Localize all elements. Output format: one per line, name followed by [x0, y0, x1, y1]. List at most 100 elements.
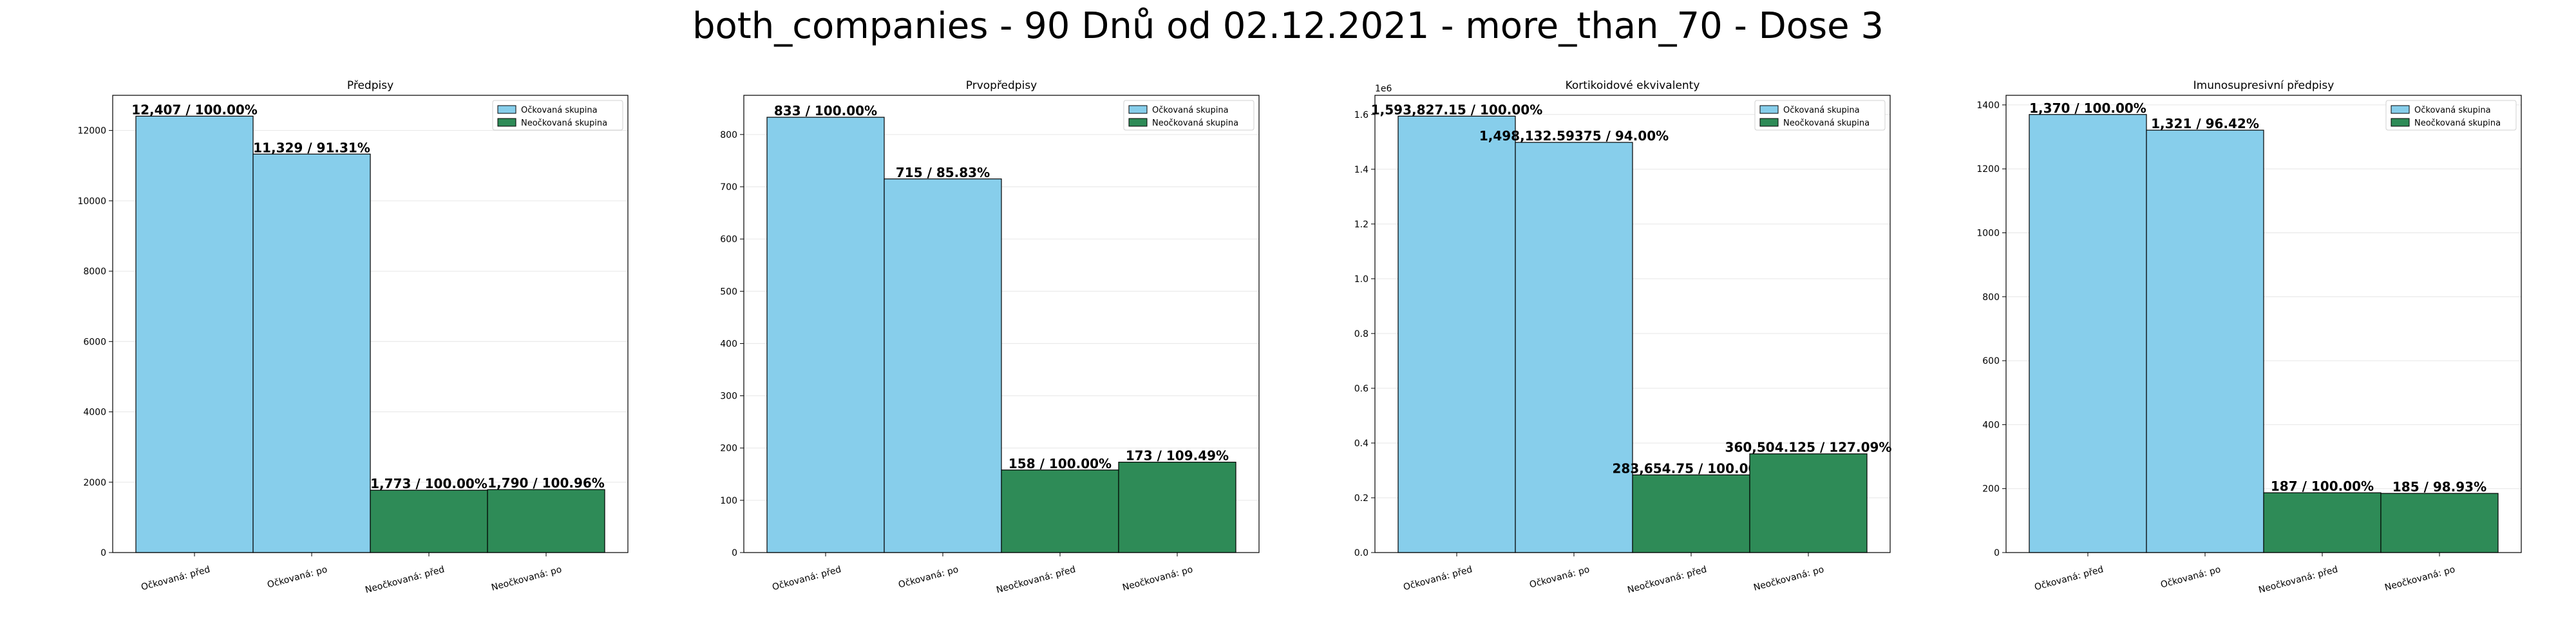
- y-tick-label: 200: [1982, 484, 2000, 495]
- bar: [1001, 469, 1119, 553]
- bar: [2263, 492, 2382, 553]
- bar-value-label: 833 / 100.00%: [774, 103, 877, 118]
- y-tick-label: 200: [720, 444, 737, 454]
- y-tick-label: 0.2: [1354, 493, 1368, 504]
- y-tick-label: 1400: [1976, 100, 2000, 111]
- y-tick-label: 2000: [83, 478, 106, 488]
- y-tick-label: 400: [1982, 420, 2000, 430]
- y-tick-label: 400: [720, 339, 737, 349]
- bar: [2146, 129, 2264, 553]
- y-tick-label: 12000: [77, 126, 106, 137]
- x-tick-label: Neočkovaná: před: [2257, 564, 2339, 595]
- y-tick-label: 10000: [77, 196, 106, 207]
- y-tick-label: 0.4: [1354, 439, 1368, 449]
- bar: [1515, 142, 1633, 553]
- y-tick-label: 800: [720, 130, 737, 140]
- bar-value-label: 1,498,132.59375 / 94.00%: [1479, 128, 1669, 144]
- y-tick-label: 0: [732, 548, 737, 558]
- legend-label: Neočkovaná skupina: [1783, 118, 1870, 128]
- bar: [252, 153, 371, 553]
- axes-frame: [112, 95, 629, 553]
- y-tick-label: 0.0: [1354, 548, 1368, 558]
- bar-value-label: 173 / 109.49%: [1126, 448, 1229, 464]
- bar-value-label: 1,593,827.15 / 100.00%: [1371, 102, 1542, 117]
- bar-value-label: 1,370 / 100.00%: [2029, 100, 2146, 116]
- legend-box: [2385, 100, 2517, 131]
- y-tick-label: 4000: [83, 408, 106, 418]
- x-tick-label: Očkovaná: před: [1402, 564, 1473, 592]
- x-tick-label: Neočkovaná: po: [1121, 564, 1194, 593]
- legend-swatch: [497, 118, 516, 127]
- chart-title: Kortikoidové ekvivalenty: [1566, 79, 1700, 92]
- y-tick-label: 8000: [83, 267, 106, 277]
- y-tick-label: 500: [720, 287, 737, 297]
- bar: [1397, 115, 1516, 553]
- bar-value-label: 1,790 / 100.96%: [488, 475, 605, 491]
- x-tick-label: Neočkovaná: po: [490, 564, 563, 593]
- bar: [2029, 114, 2147, 553]
- y-tick-label: 1000: [1976, 228, 2000, 238]
- y-tick-label: 0: [1994, 548, 2000, 558]
- y-tick-label: 600: [720, 234, 737, 245]
- legend-box: [1123, 100, 1255, 131]
- y-tick-label: 100: [720, 496, 737, 506]
- legend-label: Neočkovaná skupina: [1152, 118, 1238, 128]
- legend-swatch: [1759, 118, 1779, 127]
- chart-predpisy: Předpisy 0 2000 4000 6000 8000 10000 12000 12,40…: [77, 79, 629, 596]
- x-tick-label: Neočkovaná: před: [1626, 564, 1708, 595]
- axes-frame: [1374, 95, 1891, 553]
- bar-value-label: 1,773 / 100.00%: [370, 476, 488, 491]
- legend-swatch: [1759, 105, 1779, 114]
- chart-title: Prvopředpisy: [966, 79, 1037, 92]
- legend-swatch: [497, 105, 516, 114]
- bar-value-label: 715 / 85.83%: [896, 165, 990, 180]
- bar-value-label: 283,654.75 / 100.00%: [1613, 460, 1770, 476]
- x-tick-label: Očkovaná: před: [2033, 564, 2105, 592]
- legend-swatch: [2391, 118, 2410, 127]
- x-tick-label: Očkovaná: po: [266, 564, 328, 590]
- bar-value-label: 360,504.125 / 127.09%: [1725, 440, 1892, 455]
- bar-value-label: 1,321 / 96.42%: [2151, 116, 2259, 131]
- bar: [370, 489, 488, 553]
- axes-frame: [743, 95, 1260, 553]
- y-tick-label: 0: [100, 548, 106, 558]
- legend-box: [1754, 100, 1886, 131]
- y-tick-label: 1.2: [1354, 220, 1368, 230]
- bar: [487, 489, 605, 553]
- bar: [2380, 493, 2499, 553]
- y-tick-label: 700: [720, 182, 737, 193]
- bar: [135, 115, 254, 553]
- y-tick-label: 300: [720, 392, 737, 402]
- legend-swatch: [2391, 105, 2410, 114]
- legend-label: Neočkovaná skupina: [2414, 118, 2501, 128]
- axes-frame: [2005, 95, 2522, 553]
- legend-label: Neočkovaná skupina: [521, 118, 607, 128]
- legend-swatch: [1128, 118, 1148, 127]
- chart-title: Předpisy: [347, 79, 393, 92]
- chart-kortikoidove-ekvivalenty: Kortikoidové ekvivalenty 0.0 0.2 0.4 0.6 0.8 1…: [1354, 79, 1892, 596]
- bar-value-label: 12,407 / 100.00%: [131, 102, 258, 117]
- bar: [1632, 474, 1750, 553]
- chart-imunosupresivni-predpisy: Imunosupresivní předpisy 0 200 400 600 800 100…: [1976, 79, 2522, 596]
- legend-label: Očkovaná skupina: [1152, 106, 1229, 115]
- figure-title: both_companies - 90 Dnů od 02.12.2021 - …: [692, 5, 1884, 47]
- x-tick-label: Očkovaná: po: [2159, 564, 2222, 590]
- x-tick-label: Neočkovaná: po: [2383, 564, 2456, 593]
- chart-title: Imunosupresivní předpisy: [2193, 79, 2334, 92]
- x-tick-label: Očkovaná: před: [771, 564, 842, 592]
- bar-value-label: 11,329 / 91.31%: [253, 140, 370, 155]
- x-tick-label: Očkovaná: po: [897, 564, 960, 590]
- y-tick-label: 6000: [83, 337, 106, 347]
- y-scale-label: 1e6: [1375, 84, 1392, 94]
- legend-label: Očkovaná skupina: [1783, 106, 1860, 115]
- bar: [1118, 462, 1236, 553]
- y-tick-label: 1200: [1976, 164, 2000, 175]
- bar: [766, 117, 885, 553]
- legend-label: Očkovaná skupina: [521, 106, 598, 115]
- x-tick-label: Očkovaná: před: [140, 564, 211, 592]
- bar-value-label: 187 / 100.00%: [2271, 478, 2374, 494]
- bar: [884, 178, 1002, 553]
- bar-value-label: 158 / 100.00%: [1009, 456, 1112, 471]
- y-tick-label: 1.6: [1354, 110, 1368, 120]
- legend-swatch: [1128, 105, 1148, 114]
